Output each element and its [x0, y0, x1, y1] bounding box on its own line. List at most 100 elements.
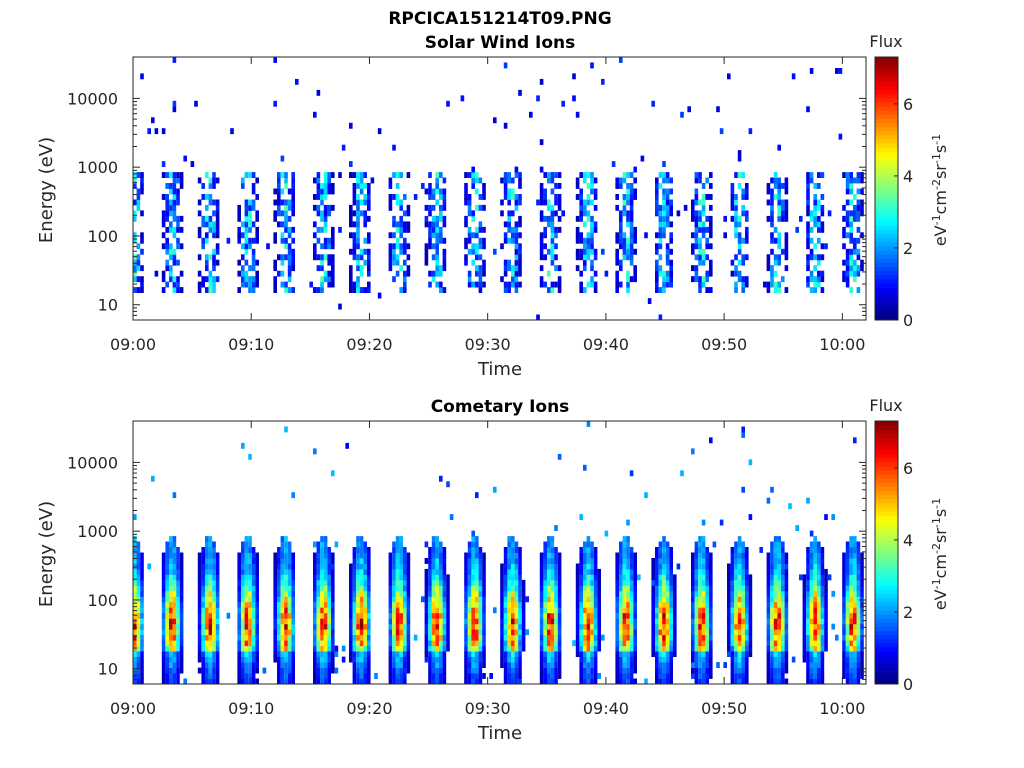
heatmap-cell [291, 651, 295, 657]
heatmap-cell [388, 204, 393, 211]
colorbar-step [875, 167, 898, 173]
heatmap-cell [853, 248, 857, 255]
heatmap-cell [813, 547, 817, 553]
heatmap-cell [809, 254, 814, 261]
heatmap-cell [813, 634, 817, 641]
heatmap-cell [327, 662, 331, 668]
heatmap-cell [773, 678, 778, 685]
heatmap-cell [165, 590, 169, 597]
heatmap-cell [212, 596, 216, 603]
heatmap-cell [161, 563, 166, 570]
heatmap-cell [741, 194, 745, 200]
heatmap-cell [777, 585, 781, 592]
heatmap-cell [176, 662, 180, 668]
heatmap-cell [781, 612, 785, 619]
heatmap-cell [165, 607, 169, 614]
heatmap-cell [766, 281, 771, 288]
heatmap-cell [172, 536, 177, 542]
colorbar-step [875, 437, 898, 442]
heatmap-cell [701, 519, 706, 526]
heatmap-cell [615, 596, 619, 603]
heatmap-cell [665, 662, 670, 668]
heatmap-cell [161, 232, 166, 239]
heatmap-cell [356, 287, 360, 293]
heatmap-cell [813, 199, 817, 206]
heatmap-cell [320, 226, 324, 233]
heatmap-cell [215, 563, 220, 570]
heatmap-cell [327, 210, 331, 217]
heatmap-cell [856, 585, 861, 592]
heatmap-cell [849, 552, 853, 559]
heatmap-cell [327, 607, 331, 614]
heatmap-cell [406, 204, 411, 211]
heatmap-cell [507, 673, 511, 679]
heatmap-cell [737, 276, 742, 283]
heatmap-cell [662, 662, 666, 668]
heatmap-cell [251, 188, 256, 195]
heatmap-cell [655, 629, 659, 636]
heatmap-cell [169, 596, 173, 603]
heatmap-cell [817, 221, 821, 228]
heatmap-cell [737, 215, 742, 222]
heatmap-cell [806, 547, 810, 553]
heatmap-cell [579, 673, 583, 679]
heatmap-cell [215, 232, 220, 239]
heatmap-cell [770, 656, 774, 663]
heatmap-cell [651, 607, 655, 614]
heatmap-cell [575, 579, 580, 586]
heatmap-cell [406, 607, 411, 614]
heatmap-cell [395, 667, 400, 674]
heatmap-cell [806, 232, 810, 239]
heatmap-cell [662, 629, 666, 636]
heatmap-cell [579, 667, 583, 674]
colorbar-step [875, 605, 898, 611]
heatmap-cell [179, 552, 184, 559]
heatmap-cell [331, 265, 335, 272]
heatmap-cell [237, 270, 241, 277]
heatmap-cell [136, 204, 141, 211]
heatmap-cell [503, 579, 508, 586]
heatmap-cell [665, 221, 670, 228]
heatmap-cell [521, 579, 526, 586]
colorbar-step [875, 172, 898, 177]
heatmap-cell [845, 585, 850, 592]
heatmap-cell [511, 574, 515, 581]
heatmap-cell [428, 183, 432, 189]
heatmap-cell [356, 634, 360, 641]
heatmap-cell [669, 281, 673, 288]
heatmap-cell [388, 662, 393, 668]
heatmap-cell [514, 166, 519, 173]
heatmap-cell [179, 623, 184, 630]
heatmap-cell [431, 232, 436, 239]
heatmap-cell [320, 607, 324, 614]
heatmap-cell [730, 579, 735, 586]
heatmap-cell [442, 215, 447, 222]
heatmap-cell [251, 618, 256, 625]
heatmap-cell [464, 629, 468, 636]
heatmap-cell [748, 634, 753, 641]
heatmap-cell [701, 612, 706, 619]
heatmap-cell [547, 574, 551, 581]
heatmap-cell [730, 585, 735, 592]
heatmap-cell [849, 640, 853, 647]
heatmap-cell [363, 552, 367, 559]
heatmap-cell [770, 673, 774, 679]
heatmap-cell [172, 248, 177, 255]
heatmap-cell [136, 629, 141, 636]
heatmap-cell [323, 640, 328, 647]
heatmap-cell [136, 667, 141, 674]
heatmap-cell [777, 541, 781, 548]
heatmap-cell [248, 574, 252, 581]
heatmap-cell [514, 270, 519, 277]
heatmap-cell [658, 558, 663, 564]
heatmap-cell [511, 640, 515, 647]
heatmap-cell [352, 629, 357, 636]
heatmap-cell [503, 270, 508, 277]
heatmap-cell [709, 651, 713, 657]
heatmap-cell [133, 276, 137, 283]
heatmap-cell [435, 623, 439, 630]
heatmap-cell [205, 254, 209, 261]
heatmap-cell [161, 590, 166, 597]
heatmap-cell [543, 634, 547, 641]
heatmap-cell [845, 673, 850, 679]
